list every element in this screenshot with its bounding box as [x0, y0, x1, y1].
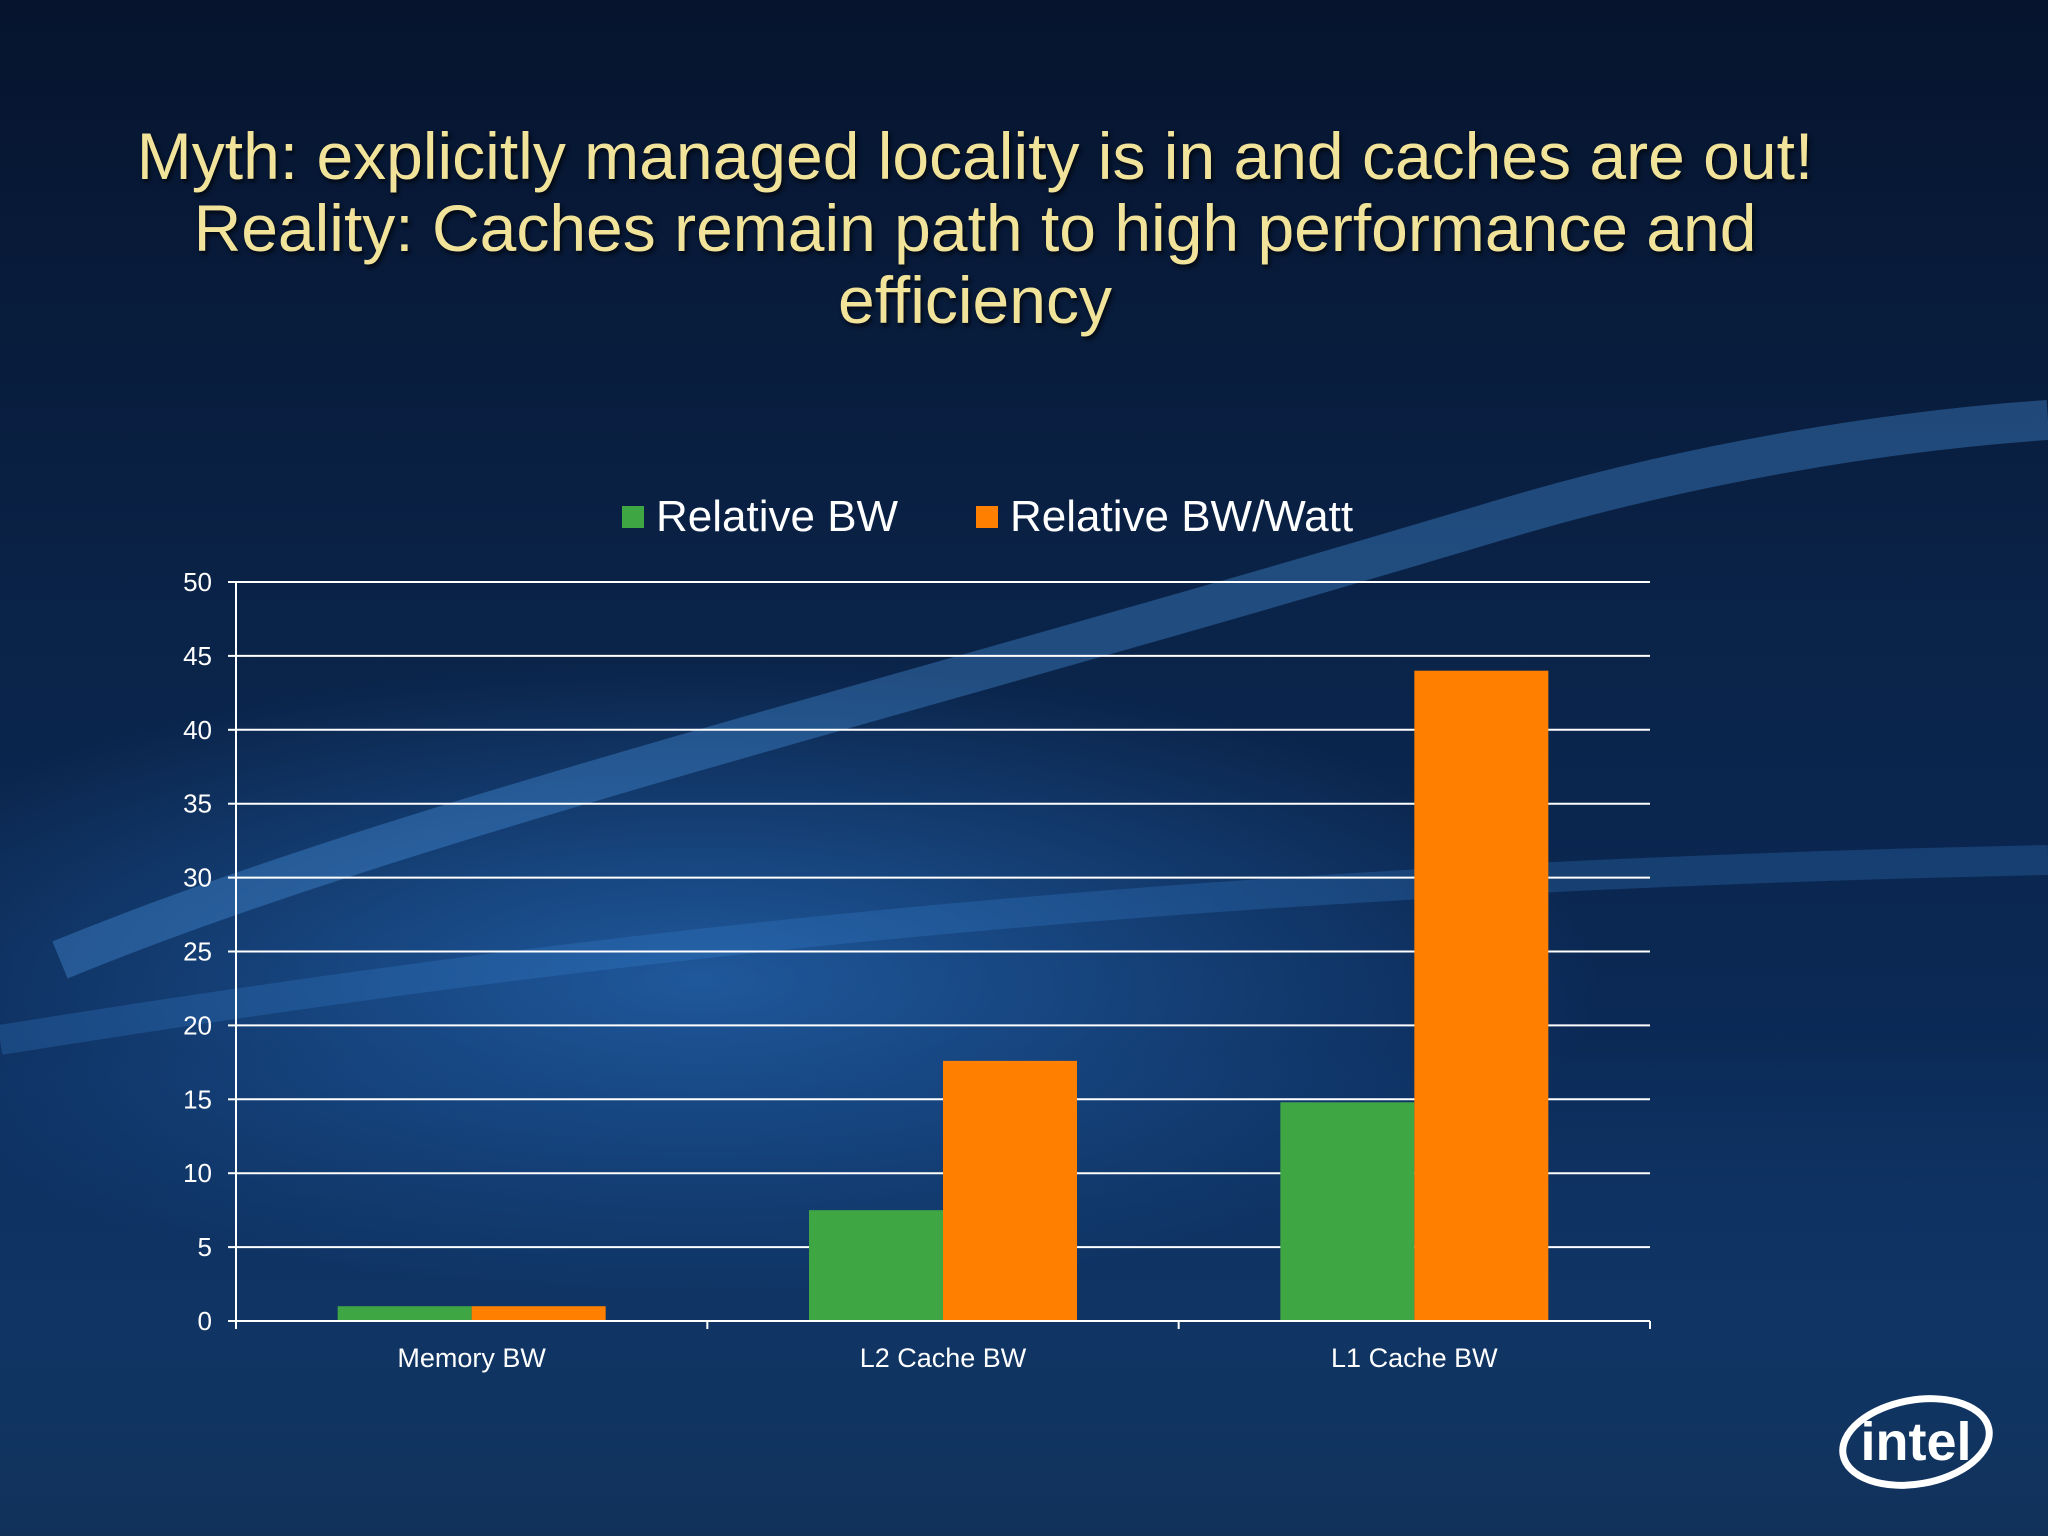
bar-relative-bw-2: [1280, 1102, 1415, 1321]
bar-relative-bw-0: [337, 1306, 472, 1321]
title-line-3: efficiency: [838, 263, 1112, 337]
legend-item-relative-bw-watt: Relative BW/Watt: [976, 492, 1353, 542]
intel-logo-text: intel: [1860, 1412, 1971, 1472]
y-tick-label: 50: [183, 567, 212, 597]
slide-title: Myth: explicitly managed locality is in …: [60, 120, 1890, 336]
bars: [337, 670, 1549, 1321]
title-line-2: Reality: Caches remain path to high perf…: [193, 191, 1757, 265]
legend-label-relative-bw-watt: Relative BW/Watt: [1010, 492, 1354, 541]
title-line-1: Myth: explicitly managed locality is in …: [136, 119, 1814, 193]
x-axis-labels: Memory BW L2 Cache BW L1 Cache BW: [397, 1343, 1498, 1373]
y-tick-label: 20: [183, 1010, 212, 1040]
y-tick-label: 30: [183, 863, 212, 893]
bar-relative-bw-1: [809, 1210, 943, 1321]
y-tick-label: 40: [183, 715, 212, 745]
x-category-label: L2 Cache BW: [860, 1343, 1027, 1373]
legend-label-relative-bw: Relative BW: [656, 492, 899, 541]
x-category-label: L1 Cache BW: [1331, 1343, 1498, 1373]
bar-relative-bw-watt-1: [943, 1060, 1077, 1321]
y-tick-label: 0: [198, 1306, 212, 1336]
chart-legend: Relative BW Relative BW/Watt: [0, 492, 2048, 552]
y-tick-label: 15: [183, 1084, 212, 1114]
intel-logo: intel: [1839, 1395, 1993, 1489]
bar-relative-bw-watt-0: [471, 1306, 606, 1321]
x-category-label: Memory BW: [397, 1343, 546, 1373]
legend-swatch-green: [622, 506, 644, 528]
y-tick-label: 45: [183, 641, 212, 671]
y-tick-label: 5: [198, 1232, 212, 1262]
bar-relative-bw-watt-2: [1414, 670, 1549, 1321]
y-tick-label: 10: [183, 1158, 212, 1188]
legend-item-relative-bw: Relative BW: [622, 492, 898, 542]
x-axis: [235, 1320, 1651, 1329]
y-axis-ticks: 0 5 10 15 20 25 30 35 40 45 50: [183, 567, 237, 1336]
y-tick-label: 35: [183, 789, 212, 819]
y-tick-label: 25: [183, 937, 212, 967]
legend-swatch-orange: [976, 506, 998, 528]
